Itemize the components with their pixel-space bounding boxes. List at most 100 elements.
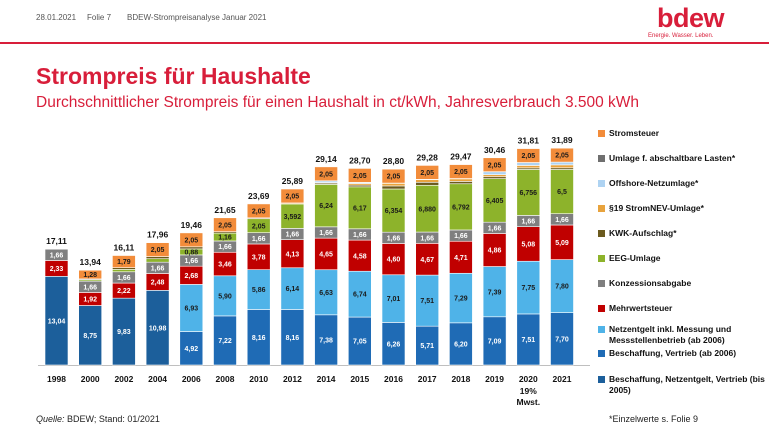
data-label: 9,83 [117, 329, 131, 336]
data-label: 6,880 [418, 206, 436, 213]
data-label: 3,46 [218, 262, 232, 269]
legend-item: Beschaffung, Vertrieb (ab 2006) [598, 348, 768, 359]
data-label: 2,05 [319, 171, 333, 178]
legend-label: Stromsteuer [609, 128, 660, 138]
data-label: 4,86 [488, 248, 502, 255]
data-label: 13,04 [48, 318, 66, 325]
legend-item: EEG-Umlage [598, 253, 768, 264]
data-label: 1,66 [488, 225, 502, 232]
page-title: Strompreis für Haushalte [36, 63, 311, 89]
data-label: 1,66 [151, 265, 165, 272]
data-label: 6,93 [184, 306, 198, 313]
data-label: 1,66 [50, 252, 64, 259]
legend-label: Mehrwertsteuer [609, 303, 673, 313]
x-tick-label: 2015 [350, 374, 369, 384]
data-label: 6,74 [353, 292, 367, 299]
source-text: BDEW; Stand: 01/2021 [64, 414, 160, 424]
header-divider [0, 42, 769, 44]
bar-segment [112, 255, 136, 268]
x-tick-label: 2006 [182, 374, 201, 384]
data-label: 6,756 [520, 190, 538, 197]
bar-segment [381, 183, 406, 187]
legend-swatch [598, 205, 605, 212]
x-tick-label: 2018 [451, 374, 470, 384]
data-label: 1,28 [83, 272, 97, 279]
logo-tagline: Energie. Wasser. Leben. [648, 33, 714, 39]
legend-swatch [598, 280, 605, 287]
bar-segment [516, 148, 541, 163]
header-date: 28.01.2021 [36, 13, 77, 22]
data-label: 10,98 [149, 325, 167, 332]
data-label: 2,05 [286, 194, 300, 201]
legend-label: KWK-Aufschlag* [609, 228, 677, 238]
bar-segment [314, 166, 338, 182]
data-label: 1,66 [83, 284, 97, 291]
x-tick-label: 2016 [384, 374, 403, 384]
bar-segment [44, 248, 69, 261]
data-label: 2,05 [521, 153, 535, 160]
data-label: 1,66 [184, 258, 198, 265]
data-label: 6,17 [353, 205, 367, 212]
bar-segment [381, 185, 406, 190]
legend-swatch [598, 130, 605, 137]
bar-segment [347, 168, 372, 183]
data-label: 8,16 [252, 335, 266, 342]
legend-item: Offshore-Netzumlage* [598, 178, 768, 189]
total-label: 31,89 [551, 135, 573, 145]
legend-item: Konzessionsabgabe [598, 278, 768, 289]
bar-segment [482, 174, 507, 178]
source-note: Quelle: BDEW; Stand: 01/2021 [36, 414, 160, 424]
bar-segment [449, 181, 473, 185]
data-label: 4,60 [387, 257, 401, 264]
data-label: 4,58 [353, 253, 367, 260]
bar-segment [145, 256, 170, 260]
data-label: 2,48 [151, 280, 165, 287]
bar-segment [179, 232, 204, 248]
x-tick-label: 1998 [47, 374, 66, 384]
bar-segment [280, 188, 305, 204]
data-label: 2,05 [555, 153, 569, 160]
header-report-title: BDEW-Strompreisanalyse Januar 2021 [127, 13, 267, 22]
data-label: 7,75 [521, 285, 535, 292]
data-label: 2,33 [50, 266, 64, 273]
legend-swatch [598, 155, 605, 162]
data-label: 1,66 [252, 236, 266, 243]
data-label: 7,80 [555, 284, 569, 291]
data-label: 4,65 [319, 252, 333, 259]
legend-swatch [598, 255, 605, 262]
data-label: 2,05 [387, 174, 401, 181]
bar-segment [550, 161, 574, 166]
data-label: 6,26 [387, 341, 401, 348]
legend-item: Umlage f. abschaltbare Lasten* [598, 153, 768, 164]
footnote: *Einzelwerte s. Folie 9 [609, 414, 699, 424]
data-label: 2,05 [488, 162, 502, 169]
data-label: 6,14 [286, 286, 300, 293]
x-tick-label: 2004 [148, 374, 167, 384]
x-tick-label: 2021 [553, 374, 572, 384]
total-label: 30,46 [484, 145, 506, 155]
data-label: 1,66 [521, 219, 535, 226]
data-label: 2,05 [454, 169, 468, 176]
data-label: 5,86 [252, 287, 266, 294]
total-label: 29,28 [417, 152, 439, 162]
legend-label: §19 StromNEV-Umlage* [609, 203, 704, 213]
data-label: 1,66 [420, 235, 434, 242]
legend-item: Netzentgelt inkl. Messung und Messstelle… [598, 324, 768, 346]
data-label: 0,88 [184, 250, 198, 257]
page-subtitle: Durchschnittlicher Strompreis für einen … [36, 94, 640, 111]
bar-segment [179, 246, 204, 250]
data-label: 6,63 [319, 290, 333, 297]
bar-segment [381, 168, 406, 184]
bar-segment [415, 179, 440, 183]
legend-item: KWK-Aufschlag* [598, 228, 768, 239]
data-label: 8,75 [83, 333, 97, 340]
legend-swatch [598, 180, 605, 187]
data-label: 2,22 [117, 288, 131, 295]
legend-swatch [598, 230, 605, 237]
total-label: 19,46 [181, 220, 203, 230]
bar-segment [449, 178, 473, 182]
data-label: 3,78 [252, 254, 266, 261]
legend-label: Offshore-Netzumlage* [609, 178, 699, 188]
data-label: 5,08 [521, 242, 535, 249]
bar-segment [112, 269, 136, 273]
